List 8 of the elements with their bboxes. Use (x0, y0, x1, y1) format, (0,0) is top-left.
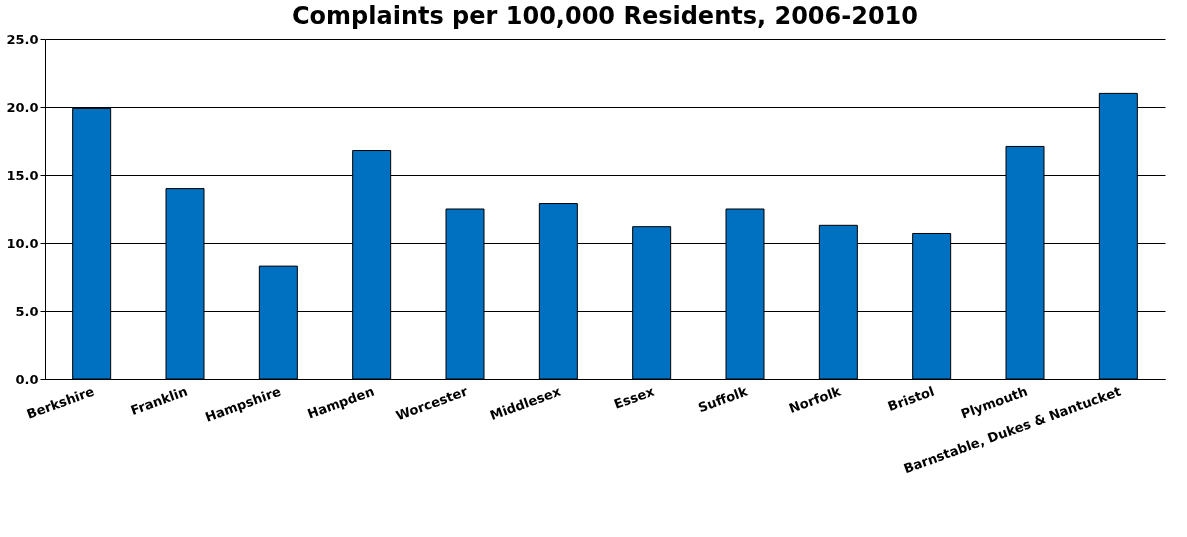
y-tick-label: 25.0 (6, 31, 39, 47)
y-tick-label: 5.0 (15, 303, 39, 319)
y-tick-label: 0.0 (15, 371, 39, 387)
x-tick-label: Essex (611, 383, 657, 412)
chart-title: Complaints per 100,000 Residents, 2006-2010 (291, 2, 919, 30)
y-tick-label: 20.0 (6, 99, 39, 115)
y-tick-label: 15.0 (6, 167, 39, 183)
y-tick-label: 10.0 (6, 235, 39, 251)
